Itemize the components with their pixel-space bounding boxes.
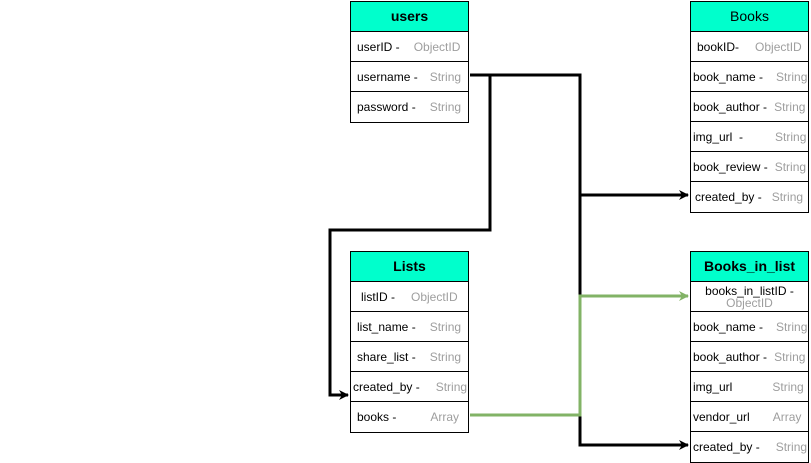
- field-type: String: [429, 100, 462, 114]
- field-row[interactable]: books - Array: [351, 402, 468, 432]
- field-name: book_review -: [693, 159, 768, 174]
- field-type: ObjectID: [755, 39, 802, 54]
- field-name: book_name -: [693, 319, 764, 334]
- field-row[interactable]: created_by - String: [351, 372, 468, 402]
- field-type: String: [774, 349, 806, 364]
- field-row[interactable]: list_name - String: [351, 312, 468, 342]
- field-name: list_name -: [357, 319, 416, 334]
- field-row[interactable]: books_in_listID - ObjectID: [691, 282, 808, 312]
- field-type: String: [429, 319, 462, 334]
- field-row[interactable]: vendor_url Array: [691, 402, 808, 432]
- field-name: img_url: [693, 379, 733, 394]
- field-name: vendor_url: [693, 409, 750, 424]
- field-name: img_url -: [693, 129, 744, 144]
- field-type: String: [775, 129, 807, 144]
- field-row[interactable]: book_review - String: [691, 152, 808, 182]
- table-books-in-list[interactable]: Books_in_list books_in_listID - ObjectID…: [690, 251, 809, 463]
- field-row[interactable]: share_list - String: [351, 342, 468, 372]
- field-type: String: [429, 349, 462, 364]
- field-row[interactable]: bookID- ObjectID: [691, 32, 808, 62]
- table-lists-header: Lists: [351, 252, 468, 282]
- link-username-to-lists-created-by[interactable]: [328, 73, 492, 400]
- field-name: books -: [357, 410, 397, 424]
- field-row[interactable]: book_name - String: [691, 62, 808, 92]
- field-type: ObjectID: [726, 296, 773, 310]
- field-type: String: [771, 190, 804, 204]
- link-username-to-books-in-list-created-by[interactable]: [578, 195, 689, 450]
- field-name: created_by -: [353, 379, 420, 394]
- field-name: password -: [357, 100, 416, 114]
- field-type: String: [776, 69, 808, 84]
- field-name: username -: [357, 69, 418, 84]
- field-row[interactable]: created_by - String: [691, 432, 808, 462]
- field-row[interactable]: userID - ObjectID: [351, 32, 468, 62]
- field-row[interactable]: book_name - String: [691, 312, 808, 342]
- field-row[interactable]: img_url String: [691, 372, 808, 402]
- table-users[interactable]: users userID - ObjectID username - Strin…: [350, 1, 469, 123]
- table-users-header: users: [351, 2, 468, 32]
- field-type: ObjectID: [413, 39, 461, 54]
- field-type: String: [772, 379, 804, 394]
- field-type: String: [776, 319, 808, 334]
- field-type: String: [429, 69, 462, 84]
- field-row[interactable]: created_by - String: [691, 182, 808, 212]
- field-row[interactable]: password - String: [351, 92, 468, 122]
- field-name: books_in_listID -: [705, 284, 794, 298]
- field-name: book_name -: [693, 69, 764, 84]
- field-name: listID -: [361, 289, 395, 304]
- field-type: String: [775, 440, 808, 454]
- field-type: String: [435, 379, 468, 394]
- link-username-to-books-created-by[interactable]: [470, 73, 689, 200]
- field-name: userID -: [357, 39, 400, 54]
- field-row[interactable]: username - String: [351, 62, 468, 92]
- field-row[interactable]: img_url - String: [691, 122, 808, 152]
- table-books-header: Books: [691, 2, 808, 32]
- field-type: Array: [430, 410, 460, 424]
- table-lists[interactable]: Lists listID - ObjectID list_name - Stri…: [350, 251, 469, 433]
- field-name: book_author -: [693, 99, 768, 114]
- field-type: String: [774, 99, 806, 114]
- table-books-in-list-header: Books_in_list: [691, 252, 808, 282]
- field-name: share_list -: [357, 349, 416, 364]
- field-type: ObjectID: [411, 289, 458, 304]
- field-row[interactable]: book_author - String: [691, 342, 808, 372]
- field-type: Array: [772, 409, 802, 424]
- field-name: bookID-: [697, 39, 740, 54]
- field-type: String: [774, 159, 807, 174]
- link-lists-books-to-books-in-list[interactable]: [470, 291, 689, 417]
- table-books[interactable]: Books bookID- ObjectID book_name - Strin…: [690, 1, 809, 213]
- field-row[interactable]: listID - ObjectID: [351, 282, 468, 312]
- field-name: book_author -: [693, 349, 768, 364]
- field-row[interactable]: book_author - String: [691, 92, 808, 122]
- field-name: created_by -: [695, 190, 762, 204]
- field-name: created_by -: [693, 440, 760, 454]
